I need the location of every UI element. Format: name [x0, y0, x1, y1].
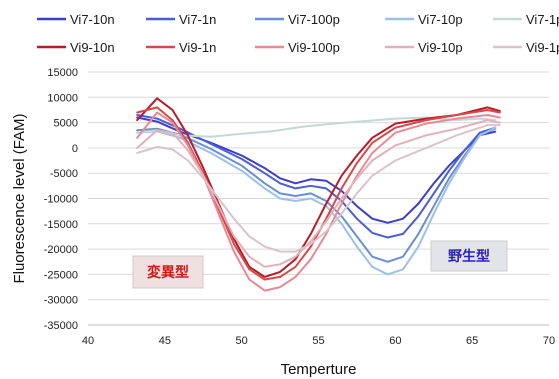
x-tick-label: 65 [466, 335, 478, 347]
legend-label: Vi7-10n [70, 12, 115, 27]
y-tick-label: -25000 [44, 269, 78, 281]
y-tick-label: -30000 [44, 295, 78, 307]
annotation-box-wild-type: 野生型 [430, 240, 508, 272]
series-line-vi7-1n [136, 114, 497, 239]
y-axis-title: Fluorescence level (FAM) [11, 113, 28, 283]
y-tick-label: 5000 [54, 118, 78, 130]
x-tick-label: 50 [236, 335, 248, 347]
x-tick-label: 55 [312, 335, 324, 347]
series-line-vi9-10n [136, 97, 501, 278]
legend-label: Vi7-1p [526, 12, 559, 27]
annotation-box-mutant: 変異型 [132, 255, 204, 289]
chart-annotations: 変異型 野生型 [132, 240, 508, 289]
legend-label: Vi7-1n [179, 12, 216, 27]
y-tick-label: -20000 [44, 244, 78, 256]
series-line-vi7-10p [136, 126, 497, 276]
legend-label: Vi9-10p [418, 40, 463, 55]
x-tick-label: 60 [389, 335, 401, 347]
x-tick-label: 40 [82, 335, 94, 347]
legend-label: Vi9-1p [526, 40, 559, 55]
legend-label: Vi9-100p [288, 40, 340, 55]
y-tick-label: -35000 [44, 320, 78, 332]
x-tick-label: 45 [159, 335, 171, 347]
y-tick-label: 0 [72, 143, 78, 155]
legend-label: Vi9-10n [70, 40, 115, 55]
chart-series-lines [136, 97, 501, 292]
y-tick-label: 15000 [47, 67, 78, 79]
y-tick-label: -5000 [50, 168, 78, 180]
series-line-vi9-1p [136, 124, 501, 253]
annotation-background [430, 240, 508, 272]
series-line-vi7-10n [136, 116, 497, 224]
x-tick-label: 70 [543, 335, 555, 347]
series-line-vi7-100p [136, 127, 497, 263]
legend-label: Vi7-10p [418, 12, 463, 27]
series-line-vi9-100p [136, 111, 501, 292]
y-tick-label: -15000 [44, 219, 78, 231]
x-axis-title: Temperture [281, 361, 357, 378]
annotation-label: 変異型 [147, 264, 189, 280]
y-axis-tick-labels: 15000 10000 5000 0 -5000 -10000 -15000 -20000 -2… [44, 67, 78, 332]
annotation-background [132, 255, 204, 289]
x-axis-tick-labels: 40 45 50 55 60 65 70 [82, 335, 555, 347]
y-tick-label: 10000 [47, 92, 78, 104]
legend-label: Vi7-100p [288, 12, 340, 27]
series-line-vi9-1n [136, 106, 501, 281]
legend-label: Vi9-1n [179, 40, 216, 55]
y-tick-label: -10000 [44, 194, 78, 206]
annotation-label: 野生型 [448, 248, 490, 264]
series-line-vi9-10p [136, 119, 501, 268]
chart-legend: Vi7-10n Vi7-1n Vi7-100p Vi7-10p Vi7-1p Vi9-10… [37, 12, 559, 55]
